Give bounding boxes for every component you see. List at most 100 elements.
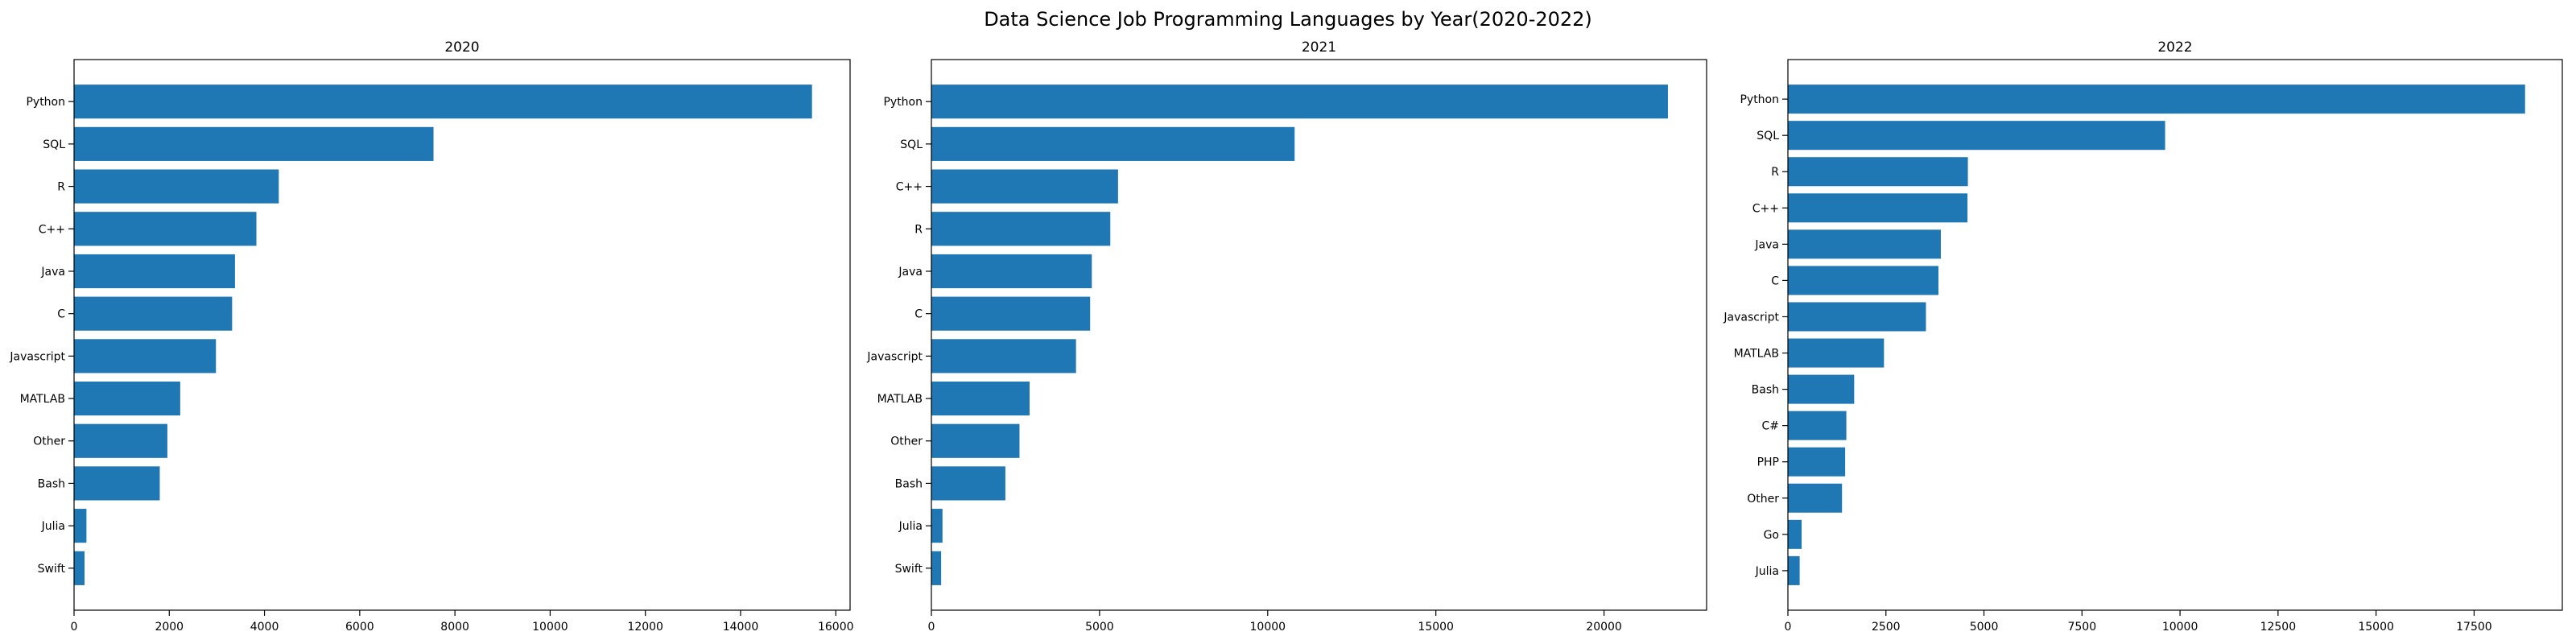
- y-tick-label: Javascript: [1723, 311, 1779, 324]
- bar: [74, 509, 87, 543]
- y-tick-label: C: [1771, 275, 1779, 287]
- bar: [1788, 121, 2165, 151]
- bar: [74, 381, 180, 416]
- bar: [931, 466, 1005, 501]
- y-tick-label: Javascript: [9, 350, 65, 363]
- subplot-title: 2022: [2157, 39, 2192, 56]
- bar: [1788, 193, 1968, 223]
- x-tick-label: 17500: [2456, 621, 2492, 634]
- bar: [1788, 447, 1846, 477]
- bar: [74, 126, 434, 161]
- axes-frame: [1787, 59, 2563, 611]
- y-tick-label: C++: [39, 223, 65, 236]
- x-tick-label: 2000: [155, 621, 184, 634]
- bar: [1788, 483, 1843, 513]
- y-tick-label: C: [914, 308, 923, 321]
- bar: [74, 551, 85, 585]
- bar: [931, 551, 942, 585]
- bar: [1788, 266, 1939, 295]
- y-tick-label: Python: [883, 96, 923, 109]
- bar: [1788, 519, 1802, 549]
- y-tick-label: SQL: [900, 138, 923, 151]
- bar: [74, 296, 233, 331]
- y-tick-label: C++: [896, 181, 923, 194]
- bar: [931, 169, 1118, 204]
- x-tick-label: 0: [71, 621, 78, 634]
- x-tick-label: 4000: [250, 621, 279, 634]
- y-tick-label: Java: [898, 266, 923, 279]
- axes-frame: [73, 59, 851, 611]
- subplot-2021: 2021 Python SQL C++ R Java C Javascript MATLAB Ot…: [866, 39, 1707, 634]
- bar: [74, 423, 167, 458]
- x-tick-label: 16000: [818, 621, 854, 634]
- subplot-title: 2020: [444, 39, 479, 56]
- x-tick-label: 2500: [1872, 621, 1901, 634]
- bar: [1788, 555, 1800, 585]
- x-tick-label: 0: [1785, 621, 1792, 634]
- axes-frame: [931, 59, 1707, 611]
- x-tick-label: 14000: [723, 621, 759, 634]
- x-tick-label: 20000: [1586, 621, 1622, 634]
- x-tick-label: 10000: [1250, 621, 1286, 634]
- y-tick-label: PHP: [1757, 456, 1779, 469]
- x-tick-label: 8000: [440, 621, 469, 634]
- y-tick-label: C: [57, 308, 65, 321]
- bar: [1788, 157, 1968, 187]
- y-tick-label: Swift: [38, 563, 66, 576]
- bar: [931, 296, 1091, 331]
- y-tick-label: C#: [1761, 420, 1779, 433]
- y-tick-label: Bash: [1752, 384, 1779, 397]
- x-tick-label: 10000: [532, 621, 568, 634]
- y-tick-label: Java: [1754, 238, 1779, 251]
- bar: [1788, 302, 1926, 332]
- y-tick-label: Julia: [1755, 565, 1779, 578]
- bar: [931, 126, 1295, 161]
- y-tick-label: Javascript: [866, 350, 923, 363]
- bar: [74, 339, 217, 374]
- y-tick-label: R: [914, 223, 923, 236]
- bar: [74, 169, 279, 204]
- y-tick-label: Other: [33, 436, 65, 448]
- y-tick-label: MATLAB: [1734, 348, 1779, 361]
- y-tick-label: Java: [40, 266, 65, 279]
- bar: [931, 85, 1668, 119]
- x-tick-label: 15000: [2358, 621, 2394, 634]
- bar: [931, 212, 1111, 246]
- subplot-2020: 2020 Python SQL R C++ Java C Javascript MATLAB Ot…: [9, 39, 853, 634]
- x-tick-label: 12000: [627, 621, 663, 634]
- bar: [1788, 338, 1885, 368]
- x-tick-label: 5000: [1085, 621, 1114, 634]
- y-tick-label: Julia: [41, 520, 65, 533]
- y-tick-label: C++: [1752, 202, 1779, 215]
- bar: [931, 423, 1020, 458]
- bar: [74, 254, 235, 289]
- x-tick-label: 6000: [345, 621, 374, 634]
- x-tick-label: 7500: [2067, 621, 2096, 634]
- x-tick-label: 15000: [1418, 621, 1454, 634]
- subplot-2022: 2022 Python SQL R C++ Java C Javascript MATLAB Ba…: [1723, 39, 2563, 634]
- y-tick-label: Other: [890, 436, 923, 448]
- x-tick-label: 12500: [2260, 621, 2297, 634]
- bar: [931, 509, 943, 543]
- bar: [1788, 374, 1855, 404]
- y-tick-label: Go: [1764, 529, 1779, 542]
- bar: [1788, 229, 1941, 259]
- bar: [74, 212, 257, 246]
- bar: [74, 85, 812, 119]
- bar: [1788, 85, 2525, 114]
- y-tick-label: MATLAB: [877, 393, 923, 406]
- y-tick-label: Python: [26, 96, 65, 109]
- y-tick-label: R: [1771, 166, 1779, 179]
- bar: [1788, 411, 1847, 440]
- x-tick-label: 0: [928, 621, 935, 634]
- bar: [931, 254, 1092, 289]
- y-tick-label: Bash: [895, 477, 923, 490]
- bar: [74, 466, 160, 501]
- subplot-title: 2021: [1302, 39, 1336, 56]
- y-tick-label: Julia: [898, 520, 923, 533]
- y-tick-label: SQL: [1757, 130, 1779, 142]
- bar: [931, 381, 1030, 416]
- bar: [931, 339, 1076, 374]
- figure-title: Data Science Job Programming Languages b…: [984, 8, 1592, 31]
